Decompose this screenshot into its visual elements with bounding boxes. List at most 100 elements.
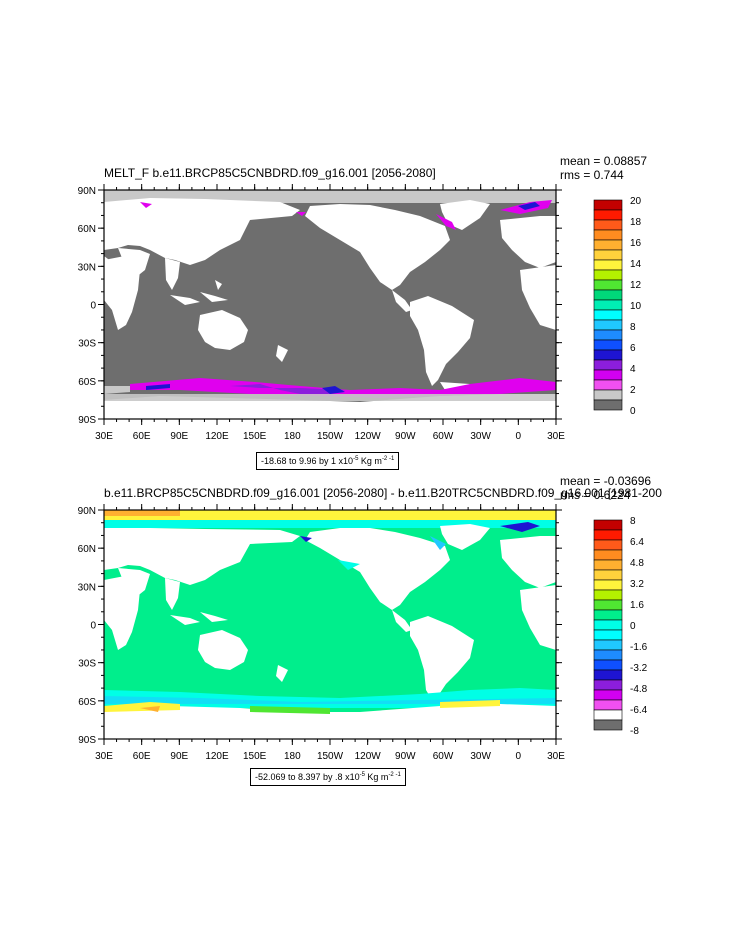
lon-label: 150W <box>317 751 344 762</box>
lon-label: 150E <box>243 751 267 762</box>
colorbar-label: 14 <box>630 259 642 270</box>
colorbar-swatch <box>593 329 623 341</box>
lon-label: 60E <box>133 751 151 762</box>
colorbar-swatch <box>593 389 623 401</box>
colorbar-swatch <box>593 659 623 671</box>
colorbar-swatch <box>593 259 623 271</box>
colorbar-swatch <box>593 309 623 321</box>
land-masses <box>104 524 556 700</box>
lon-label: 30E <box>95 751 113 762</box>
lon-label: 180 <box>284 431 301 442</box>
lon-label: 180 <box>284 751 301 762</box>
difference-map-panel: b.e11.BRCP85C5CNBDRD.f09_g16.001 [2056-2… <box>0 470 733 790</box>
lon-label: 60E <box>133 431 151 442</box>
lat-label: 90S <box>78 735 96 746</box>
colorbar-label: 10 <box>630 301 642 312</box>
lat-label: 60S <box>78 697 96 708</box>
lon-label: 0 <box>516 751 522 762</box>
rms-label: rms = 0.744 <box>560 168 624 182</box>
lat-label: 90N <box>78 186 96 197</box>
map-frame: 30E 60E 90E 120E 150E 180 150W 120W 90W 60W 30W 0 30… <box>78 184 565 442</box>
colorbar-label: -8 <box>630 726 639 737</box>
northern-melt-spots <box>140 200 552 230</box>
lat-label: 90S <box>78 415 96 426</box>
colorbar-label: 16 <box>630 238 642 249</box>
lat-label: 90N <box>78 506 96 517</box>
lat-label: 60N <box>78 224 96 235</box>
mean-label: mean = -0.03696 <box>560 474 652 488</box>
melt-map: 30E 60E 90E 120E 150E 180 150W 120W 90W 60W 30W 0 30… <box>78 184 565 442</box>
colorbar-label: -4.8 <box>630 684 648 695</box>
lon-label: 90W <box>395 431 416 442</box>
colorbar-swatch <box>593 199 623 211</box>
colorbar-swatch <box>593 709 623 721</box>
colorbar-label: 8 <box>630 322 636 333</box>
difference-map: 30E 60E 90E 120E 150E 180 150W 120W 90W 60W 30W 0 30… <box>78 504 565 762</box>
rms-label: rms = 0.6224 <box>560 488 631 502</box>
colorbar-label: 0 <box>630 621 636 632</box>
map-title: MELT_F b.e11.BRCP85C5CNBDRD.f09_g16.001 … <box>104 166 436 180</box>
colorbar-swatch <box>593 269 623 281</box>
colorbar-label: 12 <box>630 280 642 291</box>
colorbar-swatch <box>593 599 623 611</box>
colorbar-swatch <box>593 289 623 301</box>
colorbar-swatch <box>593 559 623 571</box>
colorbar-swatch <box>593 549 623 561</box>
lat-label: 30S <box>78 659 96 670</box>
lon-label: 30W <box>470 431 491 442</box>
colorbar-label: 18 <box>630 217 642 228</box>
colorbar-label: 2 <box>630 385 636 396</box>
colorbar-swatch <box>593 669 623 681</box>
colorbar-swatch <box>593 699 623 711</box>
lon-label: 30E <box>547 751 565 762</box>
colorbar-label: 8 <box>630 516 636 527</box>
lon-label: 30W <box>470 751 491 762</box>
colorbar-swatch <box>593 369 623 381</box>
colorbar-swatch <box>593 239 623 251</box>
colorbar-label: -6.4 <box>630 705 648 716</box>
lon-label: 0 <box>516 431 522 442</box>
lon-label: 120E <box>205 751 229 762</box>
contour-range-box: -52.069 to 8.397 by .8 x10-5 Kg m-2 -1 <box>250 768 406 786</box>
colorbar-swatch <box>593 579 623 591</box>
lon-label: 120W <box>355 751 382 762</box>
colorbar-label: 6 <box>630 343 636 354</box>
colorbar-label: -3.2 <box>630 663 648 674</box>
lat-label: 0 <box>90 301 96 312</box>
lon-label: 90W <box>395 751 416 762</box>
colorbar-label: -1.6 <box>630 642 648 653</box>
colorbar-swatch <box>593 349 623 361</box>
mean-label: mean = 0.08857 <box>560 154 648 168</box>
colorbar-swatch <box>593 719 623 731</box>
colorbar-swatch <box>593 609 623 621</box>
lat-label: 60N <box>78 544 96 555</box>
lon-label: 30E <box>547 431 565 442</box>
lat-label: 30S <box>78 339 96 350</box>
colorbar-swatch <box>593 519 623 531</box>
colorbar-swatch <box>593 539 623 551</box>
colorbar-label: 6.4 <box>630 537 644 548</box>
colorbar-label: 1.6 <box>630 600 644 611</box>
lon-label: 30E <box>95 431 113 442</box>
colorbar-swatch <box>593 249 623 261</box>
colorbar-swatch <box>593 339 623 351</box>
colorbar-swatch <box>593 359 623 371</box>
colorbar-swatch <box>593 569 623 581</box>
colorbar-label: 0 <box>630 406 636 417</box>
colorbar-label: 4 <box>630 364 636 375</box>
lat-label: 60S <box>78 377 96 388</box>
lon-label: 120W <box>355 431 382 442</box>
colorbar-swatch <box>593 629 623 641</box>
contour-range-box: -18.68 to 9.96 by 1 x10-5 Kg m-2 -1 <box>256 452 400 470</box>
lon-label: 90E <box>170 431 188 442</box>
map-title: b.e11.BRCP85C5CNBDRD.f09_g16.001 [2056-2… <box>104 486 662 500</box>
lat-label: 0 <box>90 621 96 632</box>
colorbar: 8 6.4 4.8 3.2 1.6 0 -1.6 -3.2 -4.8 -6.4 -8 <box>593 516 648 737</box>
colorbar-swatch <box>593 619 623 631</box>
colorbar-swatch <box>593 689 623 701</box>
colorbar-swatch <box>593 219 623 231</box>
colorbar-swatch <box>593 649 623 661</box>
lon-label: 90E <box>170 751 188 762</box>
lon-label: 150E <box>243 431 267 442</box>
